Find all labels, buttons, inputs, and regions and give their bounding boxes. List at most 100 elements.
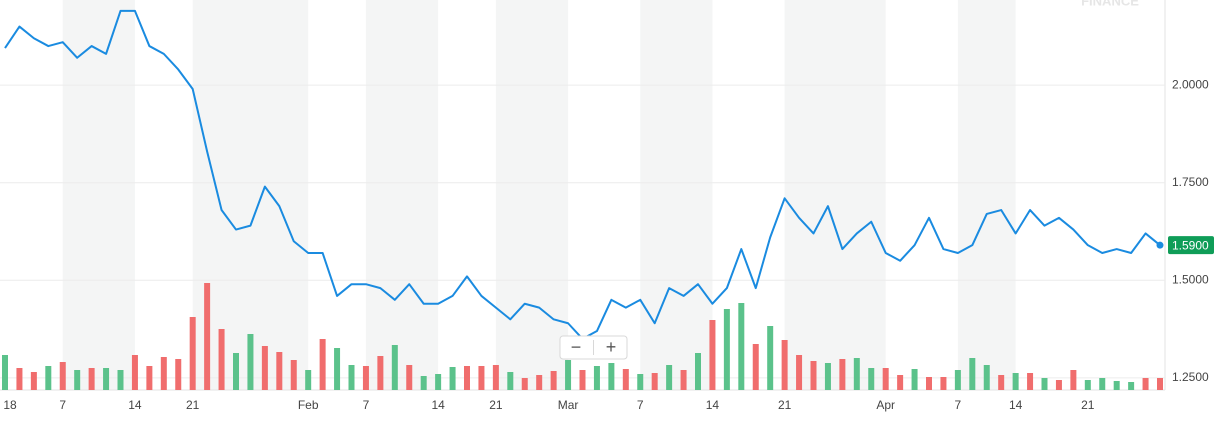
volume-bar: [897, 375, 904, 390]
volume-bar: [334, 348, 341, 390]
x-tick-label: 14: [128, 398, 142, 412]
zoom-button[interactable]: +: [606, 337, 617, 357]
volume-bar: [940, 377, 947, 390]
x-tick-label: 21: [1081, 398, 1095, 412]
x-tick-label: Apr: [876, 398, 895, 412]
last-price-label: 1.5900: [1172, 238, 1209, 252]
volume-bar: [261, 346, 268, 390]
x-tick-label: 7: [637, 398, 644, 412]
week-band: [192, 0, 309, 390]
volume-bar: [911, 369, 918, 390]
volume-bar: [695, 353, 701, 390]
volume-bar: [218, 329, 225, 390]
volume-bar: [622, 369, 629, 390]
volume-bar: [435, 374, 442, 390]
volume-bar: [593, 366, 600, 390]
volume-bar: [30, 372, 37, 390]
volume-bar: [492, 365, 499, 390]
volume-bar: [377, 356, 384, 390]
watermark: FINANCE: [1081, 0, 1139, 8]
volume-bar: [536, 375, 543, 390]
volume-bar: [146, 366, 153, 390]
volume-bar: [1070, 370, 1077, 390]
volume-bar: [290, 360, 297, 390]
volume-bar: [853, 358, 860, 390]
last-price-box: [1168, 236, 1214, 255]
volume-bar: [709, 320, 716, 390]
volume-bar: [16, 368, 23, 390]
volume-bar: [1041, 378, 1048, 390]
volume-bar: [1012, 373, 1019, 390]
volume-bar: [767, 326, 774, 390]
volume-bar: [680, 370, 687, 390]
volume-bar: [391, 345, 398, 390]
volume-bar: [926, 377, 932, 390]
x-tick-label: Mar: [558, 398, 579, 412]
volume-bar: [45, 366, 52, 390]
volume-bar: [521, 378, 528, 390]
week-band: [784, 0, 886, 390]
volume-bar: [406, 365, 413, 390]
volume-bar: [348, 365, 355, 390]
volume-bar: [319, 339, 326, 390]
volume-bar: [59, 362, 66, 390]
volume-bar: [204, 283, 211, 390]
volume-bar: [362, 366, 369, 390]
volume-bar: [74, 370, 81, 390]
y-tick-label: 2.0000: [1172, 77, 1209, 91]
volume-bar: [810, 361, 817, 390]
volume-bar: [88, 368, 95, 390]
volume-bar: [175, 359, 182, 390]
volume-bar: [954, 370, 961, 390]
volume-bar: [738, 303, 745, 390]
volume-bar: [868, 368, 875, 390]
x-tick-label: 14: [431, 398, 445, 412]
volume-bar: [796, 355, 803, 390]
volume-bar: [565, 360, 572, 390]
volume-bar: [507, 372, 514, 390]
volume-bar: [103, 368, 110, 390]
y-tick-label: 1.7500: [1172, 175, 1209, 189]
volume-bar: [1099, 378, 1106, 390]
volume-bar: [1142, 378, 1149, 390]
y-tick-label: 1.5000: [1172, 272, 1209, 286]
volume-bar: [983, 365, 990, 390]
volume-bar: [247, 334, 254, 390]
x-tick-label: 21: [186, 398, 200, 412]
volume-bar: [752, 344, 759, 390]
x-tick-label: 14: [706, 398, 720, 412]
x-tick-label: Feb: [298, 398, 319, 412]
volume-bar: [1055, 380, 1062, 390]
volume-bar: [781, 340, 788, 390]
volume-bar: [550, 371, 557, 390]
x-tick-label: 21: [489, 398, 503, 412]
week-band: [365, 0, 439, 390]
volume-bar: [464, 366, 470, 390]
volume-bar: [824, 363, 831, 390]
volume-bar: [998, 375, 1005, 390]
zoom-button[interactable]: −: [571, 337, 582, 357]
volume-bar: [723, 309, 730, 390]
y-tick-label: 1.2500: [1172, 370, 1209, 384]
volume-bar: [233, 353, 239, 390]
volume-bar: [608, 363, 615, 390]
x-tick-label: 7: [59, 398, 66, 412]
x-tick-label: 14: [1009, 398, 1023, 412]
volume-bar: [305, 370, 312, 390]
volume-bar: [160, 357, 167, 390]
x-tick-label: 21: [778, 398, 792, 412]
volume-bar: [2, 355, 8, 390]
volume-bar: [651, 373, 658, 390]
volume-bar: [131, 355, 138, 390]
volume-bar: [839, 359, 846, 390]
volume-bar: [420, 376, 427, 390]
volume-bar: [882, 368, 889, 390]
volume-bar: [117, 370, 124, 390]
volume-bar: [1027, 373, 1034, 390]
volume-bar: [637, 374, 644, 390]
week-band: [957, 0, 1016, 390]
volume-bar: [449, 367, 456, 390]
volume-bar: [189, 317, 196, 390]
